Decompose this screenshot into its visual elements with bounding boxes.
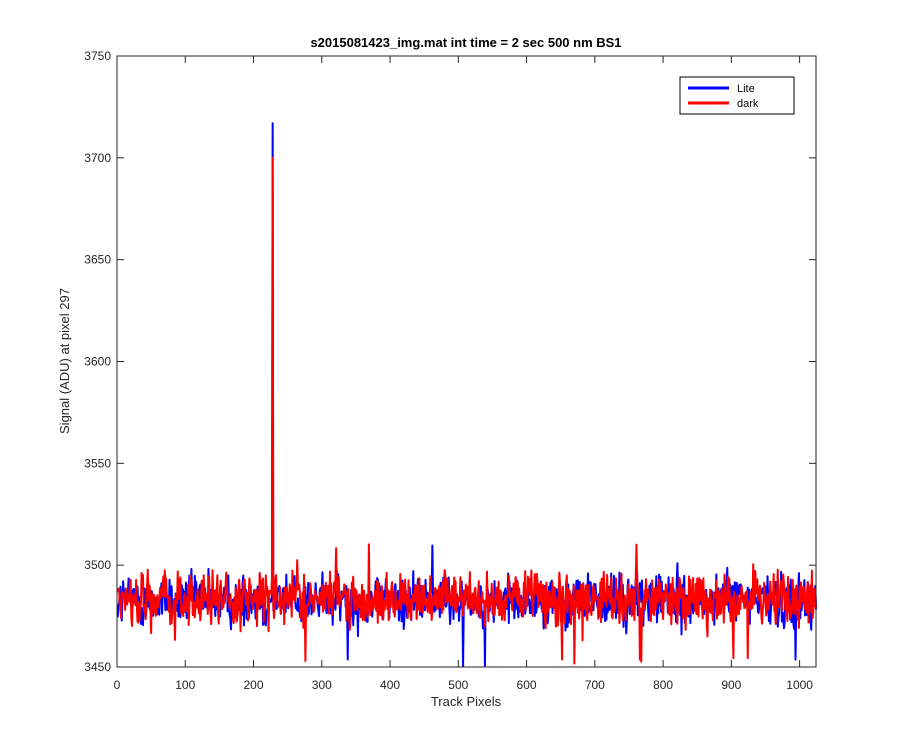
x-tick-label: 900 — [721, 678, 741, 692]
x-tick-label: 200 — [244, 678, 264, 692]
y-tick-label: 3550 — [84, 456, 111, 470]
y-axis-label: Signal (ADU) at pixel 297 — [57, 288, 72, 434]
y-tick-label: 3600 — [84, 355, 111, 369]
x-tick-label: 800 — [653, 678, 673, 692]
x-tick-label: 500 — [448, 678, 468, 692]
x-tick-label: 100 — [175, 678, 195, 692]
x-ticks: 0 100 200 300 400 500 600 700 800 900 1000 — [114, 56, 813, 692]
series-line-dark — [116, 156, 817, 665]
y-tick-label: 3500 — [84, 558, 111, 572]
y-tick-label: 3650 — [84, 253, 111, 267]
chart-title: s2015081423_img.mat int time = 2 sec 500… — [310, 35, 621, 50]
series-layer — [116, 122, 817, 667]
y-tick-label: 3750 — [84, 49, 111, 63]
legend-label-lite: Lite — [737, 83, 755, 95]
x-tick-label: 700 — [585, 678, 605, 692]
legend-label-dark: dark — [737, 98, 759, 110]
y-ticks: 3450 3500 3550 3600 3650 3700 3750 — [84, 49, 816, 674]
x-tick-label: 600 — [517, 678, 537, 692]
x-tick-label: 0 — [114, 678, 121, 692]
x-tick-label: 300 — [312, 678, 332, 692]
plot-area — [117, 56, 816, 667]
x-tick-label: 400 — [380, 678, 400, 692]
legend: Lite dark — [679, 76, 795, 115]
y-tick-label: 3450 — [84, 660, 111, 674]
legend-box — [679, 76, 795, 115]
x-tick-label: 1000 — [786, 678, 813, 692]
y-tick-label: 3700 — [84, 151, 111, 165]
x-axis-label: Track Pixels — [431, 694, 502, 709]
